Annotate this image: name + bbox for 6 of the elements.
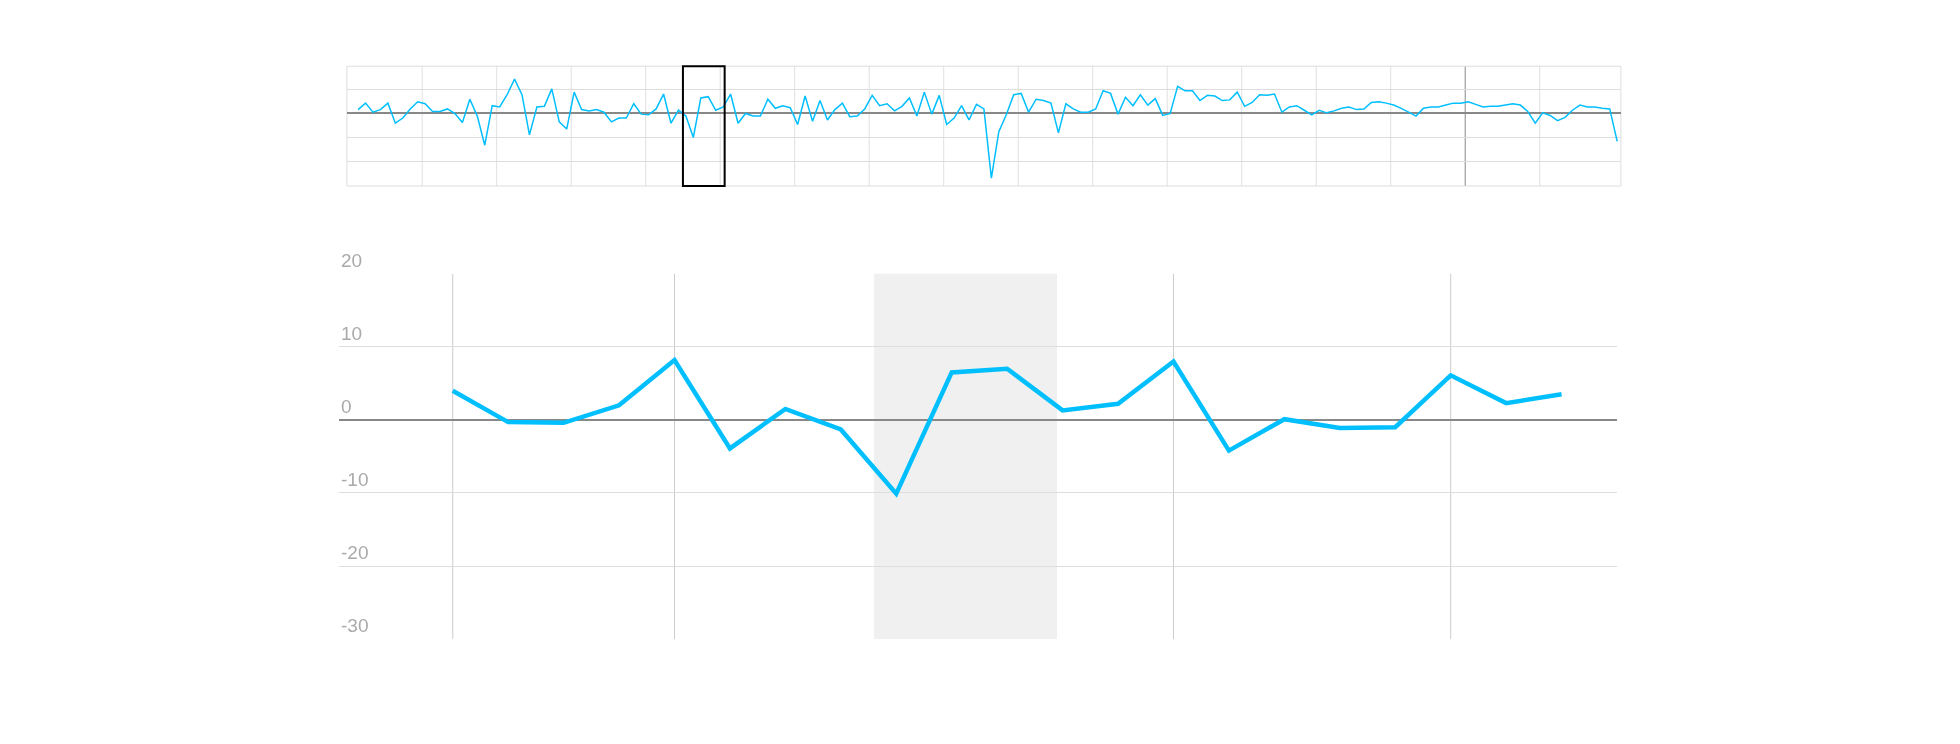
y-tick-label: -10 <box>341 469 369 490</box>
y-tick-label: 20 <box>341 250 363 271</box>
y-tick-label: 10 <box>341 323 363 344</box>
y-tick-label: -20 <box>341 542 369 563</box>
y-tick-label: -30 <box>341 615 369 636</box>
y-tick-label: 0 <box>341 396 352 417</box>
